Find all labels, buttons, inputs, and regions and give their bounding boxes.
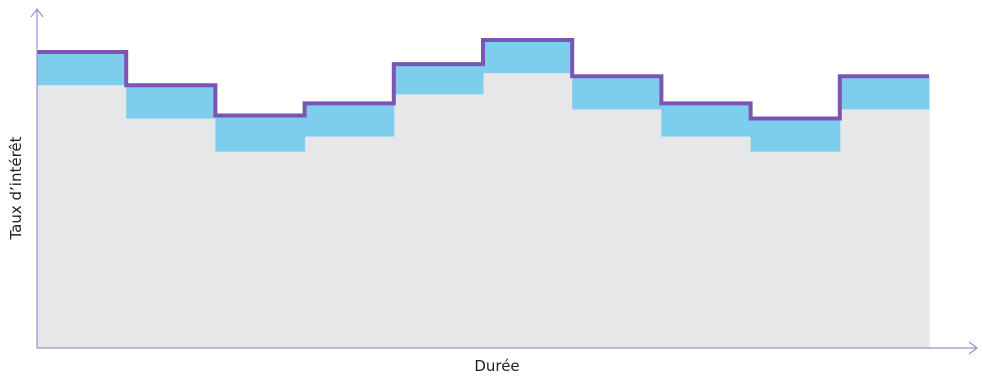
base-area-step (483, 73, 573, 349)
spread-band-step (126, 85, 216, 119)
spread-band-step (572, 76, 662, 110)
spread-band-step (37, 52, 127, 86)
base-area-step (37, 85, 127, 348)
spread-band-step (215, 115, 306, 152)
spread-band-area (37, 39, 930, 152)
base-area-step (839, 109, 930, 348)
x-axis-label: Durée (474, 357, 519, 375)
spread-band-step (750, 118, 841, 152)
spread-band-step (304, 103, 395, 137)
base-area-step (750, 151, 841, 348)
base-area-step (393, 94, 484, 348)
x-axis-arrow-icon (968, 341, 978, 355)
spread-band-step (839, 76, 930, 110)
y-axis-label: Taux d’intérêt (7, 136, 25, 240)
rate-step-line (37, 38, 929, 121)
base-area-step (215, 151, 306, 348)
base-area-step (126, 118, 216, 348)
base-area-step (661, 136, 752, 348)
spread-band-step (393, 64, 484, 95)
spread-band-step (661, 103, 752, 137)
base-area-step (304, 136, 395, 348)
base-area-step (572, 109, 662, 348)
base-area (37, 73, 930, 349)
spread-band-step (483, 39, 573, 74)
y-axis-arrow-icon (30, 8, 44, 18)
